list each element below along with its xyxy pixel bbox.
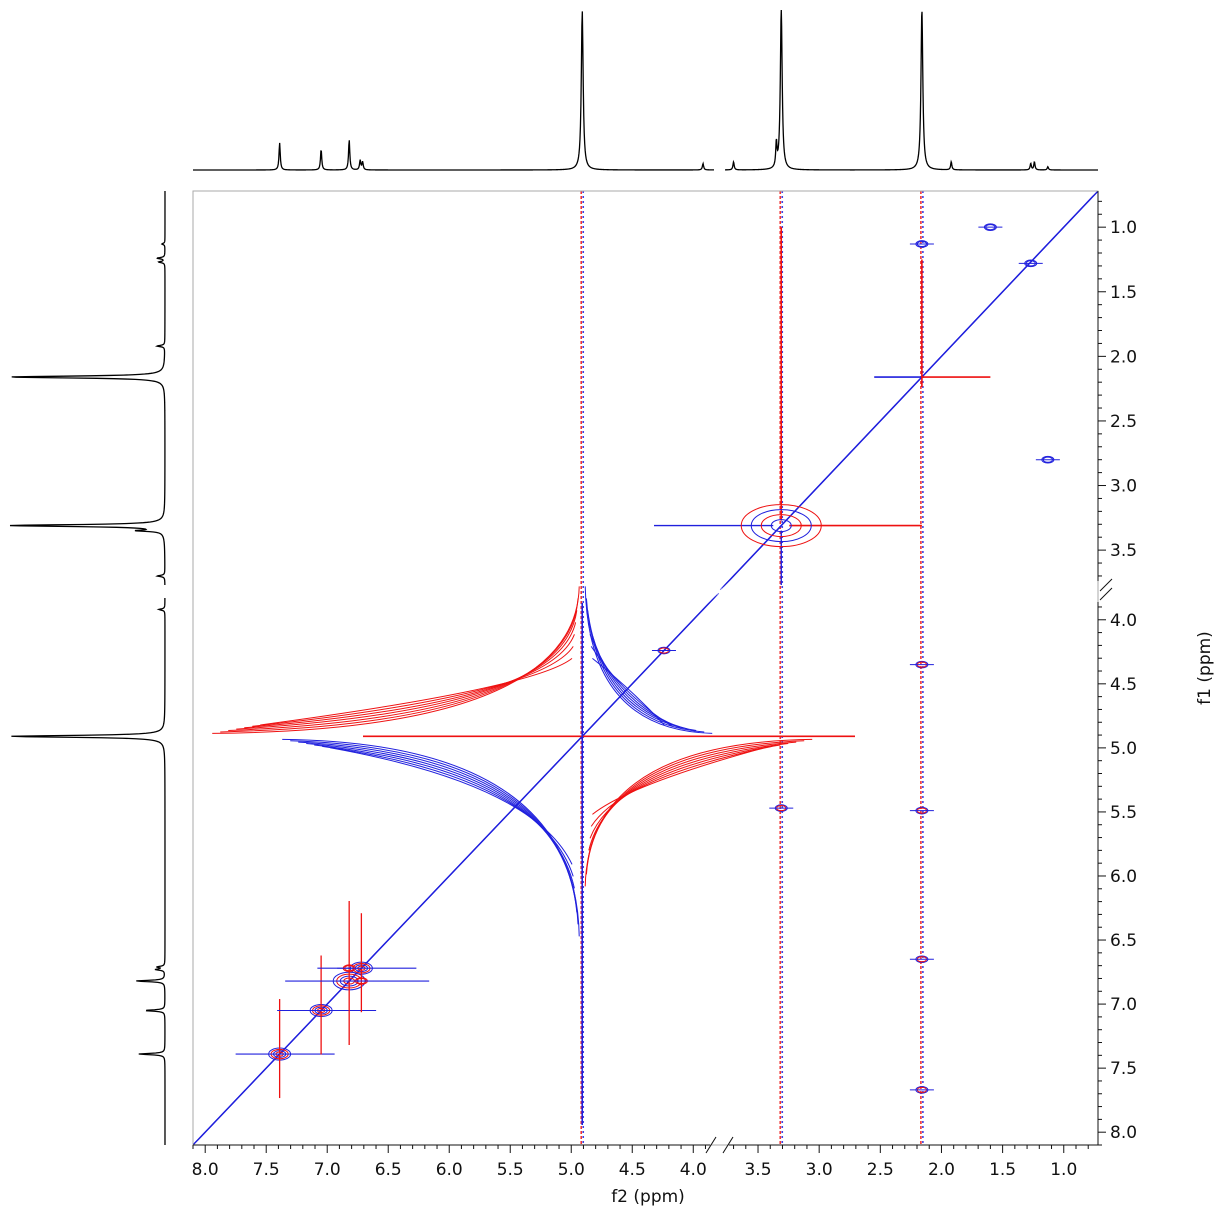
left-spectrum-trace-2 xyxy=(11,598,166,1145)
diagonal-contour-line xyxy=(729,191,1098,581)
solvent-contour-positive xyxy=(589,634,681,729)
top-spectrum-trace-1 xyxy=(193,11,714,171)
left-projection-spectrum xyxy=(9,191,166,1145)
x-tick-label: 5.5 xyxy=(497,1160,524,1180)
cross-peak-6 xyxy=(349,977,374,985)
x-tick-label: 1.0 xyxy=(1050,1160,1077,1180)
solvent-contour-negative xyxy=(252,646,574,727)
x-tick-label: 3.5 xyxy=(744,1160,771,1180)
solvent-contour-positive xyxy=(584,586,713,734)
solvent-contour-negative xyxy=(212,586,580,734)
solvent-contour-negative xyxy=(588,743,789,851)
contour-3-31 xyxy=(740,504,822,548)
solvent-contour-negative xyxy=(592,747,765,815)
y-tick-label: 7.0 xyxy=(1110,995,1137,1015)
solvent-contour-negative xyxy=(584,738,813,887)
cross-peak-9 xyxy=(909,955,934,964)
cross-peak-10 xyxy=(909,1086,934,1094)
y-axis-break-mark-1 xyxy=(1099,578,1113,592)
solvent-contour-positive xyxy=(306,743,577,901)
solvent-contour-positive xyxy=(590,646,673,727)
y-axis: 1.0 1.5 2.0 2.5 3.0 3.5 4.0 4.5 5.0 5.5 6.0 6.5 7.0 7… xyxy=(1097,191,1137,1146)
cross-peak-16 xyxy=(978,223,1003,231)
solvent-contour-negative xyxy=(260,657,573,726)
y-axis-break-mark-2 xyxy=(1099,587,1113,601)
y-tick-label: 3.5 xyxy=(1110,541,1137,561)
x-tick-label: 7.0 xyxy=(314,1160,341,1180)
top-projection-spectrum xyxy=(193,9,1098,171)
x-tick-label: 6.5 xyxy=(375,1160,402,1180)
y-tick-label: 2.0 xyxy=(1110,347,1137,367)
left-spectrum-trace-1 xyxy=(9,191,166,585)
cross-peak-11 xyxy=(909,240,934,248)
y-tick-label: 7.5 xyxy=(1110,1059,1137,1079)
x-tick-label: 6.0 xyxy=(436,1160,463,1180)
x-tick-label: 2.0 xyxy=(928,1160,955,1180)
y-tick-label: 5.0 xyxy=(1110,739,1137,759)
contour-plot-area xyxy=(193,191,1098,1145)
solvent-contour-positive xyxy=(592,657,665,726)
x-tick-label: 4.5 xyxy=(619,1160,646,1180)
cross-peak-4 xyxy=(317,913,417,1013)
solvent-contour-negative xyxy=(589,744,781,839)
solvent-contour-positive xyxy=(314,744,575,889)
cross-peak-7 xyxy=(909,660,934,669)
y-tick-label: 1.5 xyxy=(1110,283,1137,303)
y-tick-label: 8.0 xyxy=(1110,1123,1137,1143)
y-tick-label: 6.5 xyxy=(1110,931,1137,951)
solvent-contour-negative xyxy=(244,634,575,729)
y-tick-label: 1.0 xyxy=(1110,218,1137,238)
x-tick-label: 1.5 xyxy=(989,1160,1016,1180)
solvent-contour-negative xyxy=(587,741,797,863)
cross-peak-15 xyxy=(1018,259,1043,268)
cross-peak-5 xyxy=(337,964,362,973)
cross-peak-12 xyxy=(769,804,794,812)
y-tick-label: 4.0 xyxy=(1110,611,1137,631)
y-tick-label: 6.0 xyxy=(1110,867,1137,887)
cross-peak-8 xyxy=(909,806,934,815)
solvent-contour-negative xyxy=(228,610,578,732)
solvent-contour-negative xyxy=(590,745,773,827)
solvent-contour-positive xyxy=(330,747,573,865)
contour-3-31 xyxy=(750,509,812,543)
cross-peak-1 xyxy=(235,999,335,1099)
contour-3-31 xyxy=(760,514,802,538)
contour-3-31 xyxy=(770,519,792,533)
cross-peak-13 xyxy=(651,646,676,655)
y-tick-label: 4.5 xyxy=(1110,675,1137,695)
y-tick-label: 3.0 xyxy=(1110,477,1137,497)
solvent-contour-negative xyxy=(236,622,577,730)
x-tick-label: 3.0 xyxy=(806,1160,833,1180)
x-tick-label: 7.5 xyxy=(253,1160,280,1180)
y-tick-label: 5.5 xyxy=(1110,803,1137,823)
y-axis-title: f1 (ppm) xyxy=(1195,631,1215,705)
x-tick-label: 8.0 xyxy=(192,1160,219,1180)
top-spectrum-trace-2 xyxy=(724,9,1098,171)
cross-peak-3 xyxy=(285,901,430,1046)
x-tick-label: 4.0 xyxy=(680,1160,707,1180)
x-axis-title: f2 (ppm) xyxy=(611,1187,685,1207)
x-tick-label: 5.0 xyxy=(558,1160,585,1180)
solvent-contour-negative xyxy=(585,740,805,875)
solvent-contour-negative xyxy=(220,598,579,733)
x-axis-break-mark-2 xyxy=(722,1136,734,1154)
cross-peak-2 xyxy=(277,955,377,1055)
cross-peak-14 xyxy=(1035,455,1060,464)
x-tick-label: 2.5 xyxy=(867,1160,894,1180)
y-tick-label: 2.5 xyxy=(1110,412,1137,432)
x-axis: 8.0 7.5 7.0 6.5 6.0 5.5 5.0 4.5 4.0 3.5 3.0 2.5 2.0 1… xyxy=(192,1136,1098,1180)
solvent-contour-positive xyxy=(298,741,578,913)
x-axis-break-mark-1 xyxy=(705,1136,717,1154)
solvent-contour-positive xyxy=(322,745,574,877)
